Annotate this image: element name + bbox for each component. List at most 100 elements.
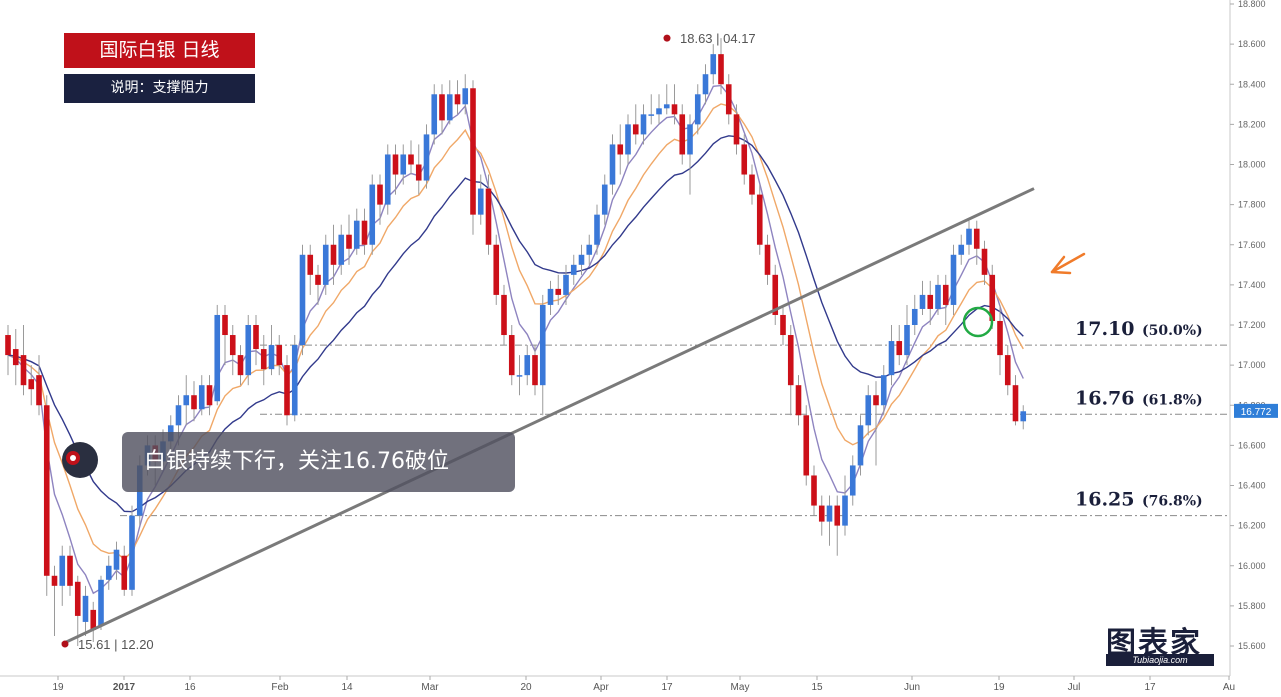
x-tick-label: May bbox=[731, 682, 750, 693]
candle-body bbox=[28, 379, 35, 390]
trendline bbox=[61, 187, 1035, 646]
candle-body bbox=[547, 288, 554, 305]
candle-body bbox=[260, 349, 267, 370]
y-tick-label: 18.600 bbox=[1238, 39, 1266, 49]
candle-body bbox=[640, 114, 647, 135]
candle-body bbox=[888, 341, 895, 376]
high-marker bbox=[663, 34, 671, 42]
candle-body bbox=[687, 124, 693, 155]
candle-body bbox=[183, 395, 190, 406]
candle-body bbox=[1012, 385, 1019, 422]
candle-body bbox=[276, 345, 283, 366]
candle-body bbox=[679, 114, 686, 155]
candle-body bbox=[818, 505, 825, 522]
candle-body bbox=[1020, 411, 1027, 422]
candle-body bbox=[873, 395, 879, 406]
x-tick-label: 17 bbox=[1144, 682, 1156, 693]
candle-body bbox=[51, 575, 58, 586]
candle-body bbox=[12, 349, 19, 366]
level-percent: (50.0%) bbox=[1142, 323, 1203, 339]
candle-body bbox=[377, 184, 383, 205]
x-tick-label: 16 bbox=[184, 682, 196, 693]
candle-body bbox=[617, 144, 624, 155]
candle-body bbox=[787, 335, 794, 386]
y-tick-label: 16.000 bbox=[1238, 561, 1266, 571]
candle-body bbox=[493, 244, 500, 295]
candle-body bbox=[935, 284, 941, 309]
head-icon bbox=[62, 442, 98, 478]
chart-subtitle: 说明：支撑阻力 bbox=[64, 74, 255, 103]
last-price-tag bbox=[1234, 403, 1278, 418]
chart-title: 国际白银 日线 bbox=[64, 33, 255, 68]
x-tick-label: 20 bbox=[520, 682, 532, 693]
candle-body bbox=[121, 555, 128, 590]
candle-body bbox=[733, 114, 740, 145]
candle-body bbox=[865, 395, 872, 426]
arrow-icon bbox=[1050, 252, 1086, 274]
candle-body bbox=[973, 228, 980, 249]
candle-body bbox=[43, 405, 50, 576]
candle-body bbox=[570, 264, 577, 275]
y-tick-label: 17.200 bbox=[1238, 320, 1266, 330]
candle-body bbox=[431, 94, 438, 135]
candle-body bbox=[586, 244, 593, 255]
candle-body bbox=[392, 154, 399, 175]
candle-body bbox=[842, 495, 848, 526]
candle-body bbox=[1004, 355, 1011, 386]
candle-body bbox=[20, 355, 27, 386]
candle-body bbox=[601, 184, 608, 215]
candle-body bbox=[632, 124, 639, 135]
low-marker bbox=[61, 640, 69, 648]
candle-body bbox=[338, 234, 345, 265]
candle-body bbox=[299, 254, 306, 346]
candle-body bbox=[446, 94, 453, 121]
x-tick-label: 19 bbox=[52, 682, 64, 693]
annotations: 18.63 | 04.17 15.61 | 12.20 bbox=[61, 31, 1086, 652]
x-tick-label: 2017 bbox=[113, 682, 136, 693]
candle-body bbox=[470, 88, 476, 215]
candle-body bbox=[764, 244, 771, 275]
y-tick-label: 17.800 bbox=[1238, 200, 1266, 210]
y-tick-label: 18.800 bbox=[1238, 0, 1266, 9]
candle-body bbox=[105, 565, 112, 580]
y-tick-label: 16.600 bbox=[1238, 440, 1266, 450]
candle-body bbox=[989, 274, 996, 321]
candle-body bbox=[253, 325, 259, 350]
candle-body bbox=[175, 405, 182, 426]
candle-body bbox=[702, 74, 709, 95]
candle-body bbox=[671, 104, 678, 115]
candle-body bbox=[524, 355, 531, 376]
moving-averages bbox=[7, 84, 1024, 595]
candle-body bbox=[958, 244, 965, 255]
candle-body bbox=[291, 345, 298, 416]
candle-body bbox=[462, 88, 469, 105]
candle-body bbox=[5, 335, 11, 356]
candles bbox=[5, 38, 1027, 646]
candle-body bbox=[880, 375, 887, 406]
candle-body bbox=[206, 385, 213, 406]
candle-body bbox=[919, 294, 926, 309]
candle-body bbox=[198, 385, 205, 410]
candle-body bbox=[927, 294, 934, 309]
x-tick-label: Jun bbox=[904, 682, 920, 693]
candle-body bbox=[997, 320, 1003, 356]
candle-body bbox=[718, 54, 724, 85]
candle-body bbox=[74, 581, 81, 616]
candle-body bbox=[516, 375, 523, 377]
candle-body bbox=[508, 335, 515, 376]
candle-body bbox=[346, 234, 352, 249]
candle-body bbox=[353, 220, 360, 249]
candle-body bbox=[663, 104, 670, 109]
candle-body bbox=[369, 184, 376, 245]
ma-fast-line bbox=[7, 84, 1024, 595]
candle-body bbox=[826, 505, 833, 522]
candle-body bbox=[857, 425, 864, 466]
x-tick-label: 14 bbox=[341, 682, 353, 693]
candle-body bbox=[454, 94, 461, 105]
y-tick-label: 18.200 bbox=[1238, 119, 1266, 129]
candle-body bbox=[780, 314, 786, 336]
candle-body bbox=[315, 274, 321, 285]
candle-body bbox=[834, 505, 841, 526]
candle-body bbox=[563, 274, 569, 295]
